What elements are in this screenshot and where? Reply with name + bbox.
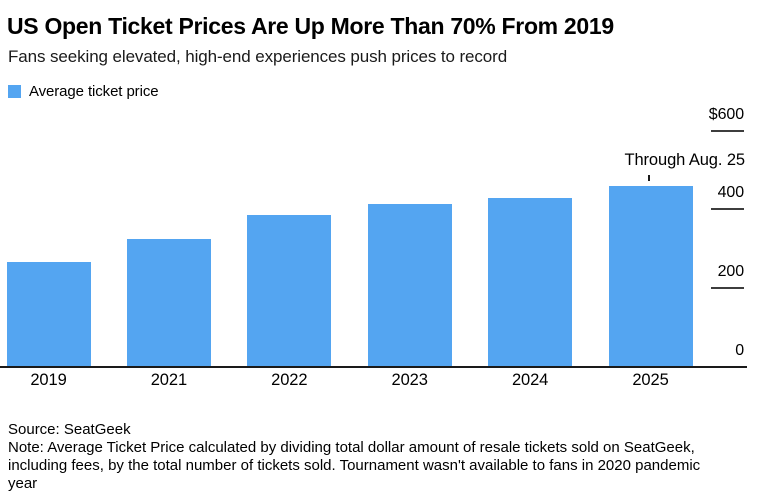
legend: Average ticket price <box>8 82 159 100</box>
y-axis-label-400: 400 <box>717 184 745 202</box>
chart-subtitle: Fans seeking elevated, high-end experien… <box>8 47 508 66</box>
x-axis-label-2024: 2024 <box>511 371 549 389</box>
y-axis-tick-200 <box>711 286 744 289</box>
y-axis-tick-400 <box>711 208 744 211</box>
x-axis-label-2022: 2022 <box>271 371 308 389</box>
legend-label: Average ticket price <box>29 82 159 100</box>
bar-2022 <box>247 215 332 367</box>
bar-2021 <box>126 238 211 367</box>
plot-area: Through Aug. 25 2019 2021 2022 2023 2024 2025… <box>0 105 747 389</box>
y-axis-label-200: 200 <box>717 262 745 280</box>
y-axis-tick-600 <box>711 129 744 132</box>
annotation-through-aug: Through Aug. 25 <box>624 151 745 169</box>
x-axis-label-2021: 2021 <box>150 371 188 389</box>
chart-title: US Open Ticket Prices Are Up More Than 7… <box>7 13 614 39</box>
x-axis-line <box>0 365 747 368</box>
footer: Source: SeatGeek Note: Average Ticket Pr… <box>8 421 752 493</box>
legend-swatch-icon <box>8 84 21 98</box>
bar-2024 <box>488 197 573 367</box>
bar-2025 <box>608 185 693 367</box>
annotation-tick <box>648 175 650 181</box>
x-axis-label-2025: 2025 <box>632 371 669 389</box>
note-line-2: including fees, by the total number of t… <box>8 457 701 474</box>
y-axis-label-600: $600 <box>708 105 744 123</box>
source-label: Source: SeatGeek <box>8 421 131 438</box>
y-axis-label-0: 0 <box>735 341 744 359</box>
x-axis-label-2019: 2019 <box>30 371 67 389</box>
bar-2019 <box>6 262 91 367</box>
x-axis-label-2023: 2023 <box>391 371 428 389</box>
note-line-1: Note: Average Ticket Price calculated by… <box>8 439 695 456</box>
bar-2023 <box>367 203 452 367</box>
note-line-3: year <box>8 475 38 492</box>
